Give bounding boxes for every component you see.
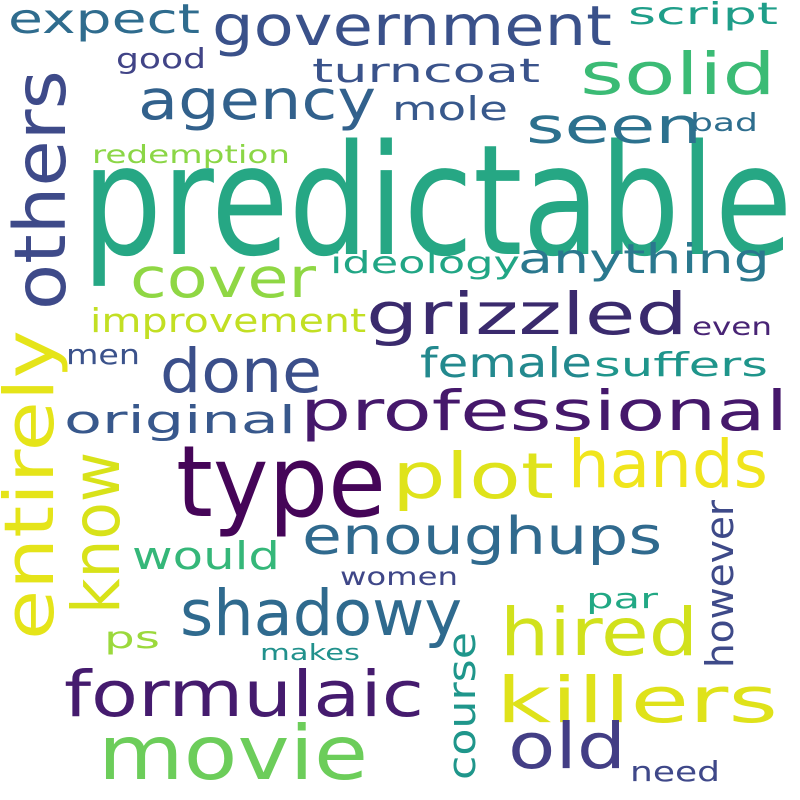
word-script: script <box>628 0 778 32</box>
word-course: course <box>439 632 485 780</box>
word-redemption: redemption <box>92 139 291 169</box>
word-par: par <box>586 584 659 616</box>
word-know: know <box>58 451 136 614</box>
word-makes: makes <box>260 641 360 667</box>
word-solid: solid <box>580 40 776 108</box>
word-predictable: predictable <box>82 112 793 291</box>
word-formulaic: formulaic <box>64 657 424 731</box>
word-government: government <box>212 0 612 58</box>
word-professional: professional <box>300 378 789 443</box>
word-would: would <box>132 533 280 579</box>
word-ideology: ideology <box>330 245 520 281</box>
word-agency: agency <box>138 67 377 132</box>
word-expect: expect <box>8 0 201 44</box>
word-hands: hands <box>568 426 768 504</box>
word-men: men <box>66 340 141 372</box>
word-suffers: suffers <box>594 345 769 385</box>
word-good: good <box>116 44 207 76</box>
word-entirely: entirely <box>0 330 70 640</box>
word-original: original <box>64 397 297 443</box>
word-seen: seen <box>526 96 703 155</box>
word-women: women <box>340 561 458 591</box>
word-ps: ps <box>104 620 160 656</box>
word-plot: plot <box>392 439 555 513</box>
word-anything: anything <box>518 235 770 284</box>
word-bad: bad <box>690 107 759 137</box>
word-type: type <box>176 425 386 541</box>
word-enoughups: enoughups <box>302 507 663 567</box>
word-however: however <box>697 500 743 668</box>
word-hired: hired <box>500 594 699 672</box>
word-improvement: improvement <box>90 301 367 341</box>
word-cover: cover <box>130 245 316 310</box>
word-movie: movie <box>98 709 369 798</box>
word-need: need <box>630 757 721 789</box>
word-turncoat: turncoat <box>312 51 541 91</box>
word-done: done <box>160 337 323 408</box>
word-shadowy: shadowy <box>180 576 463 650</box>
word-even: even <box>692 311 772 341</box>
word-female: female <box>420 339 592 388</box>
word-mole: mole <box>392 89 508 129</box>
word-old: old <box>508 709 627 783</box>
word-others: others <box>0 70 82 310</box>
word-grizzled: grizzled <box>366 280 688 348</box>
word-killers: killers <box>496 663 778 737</box>
